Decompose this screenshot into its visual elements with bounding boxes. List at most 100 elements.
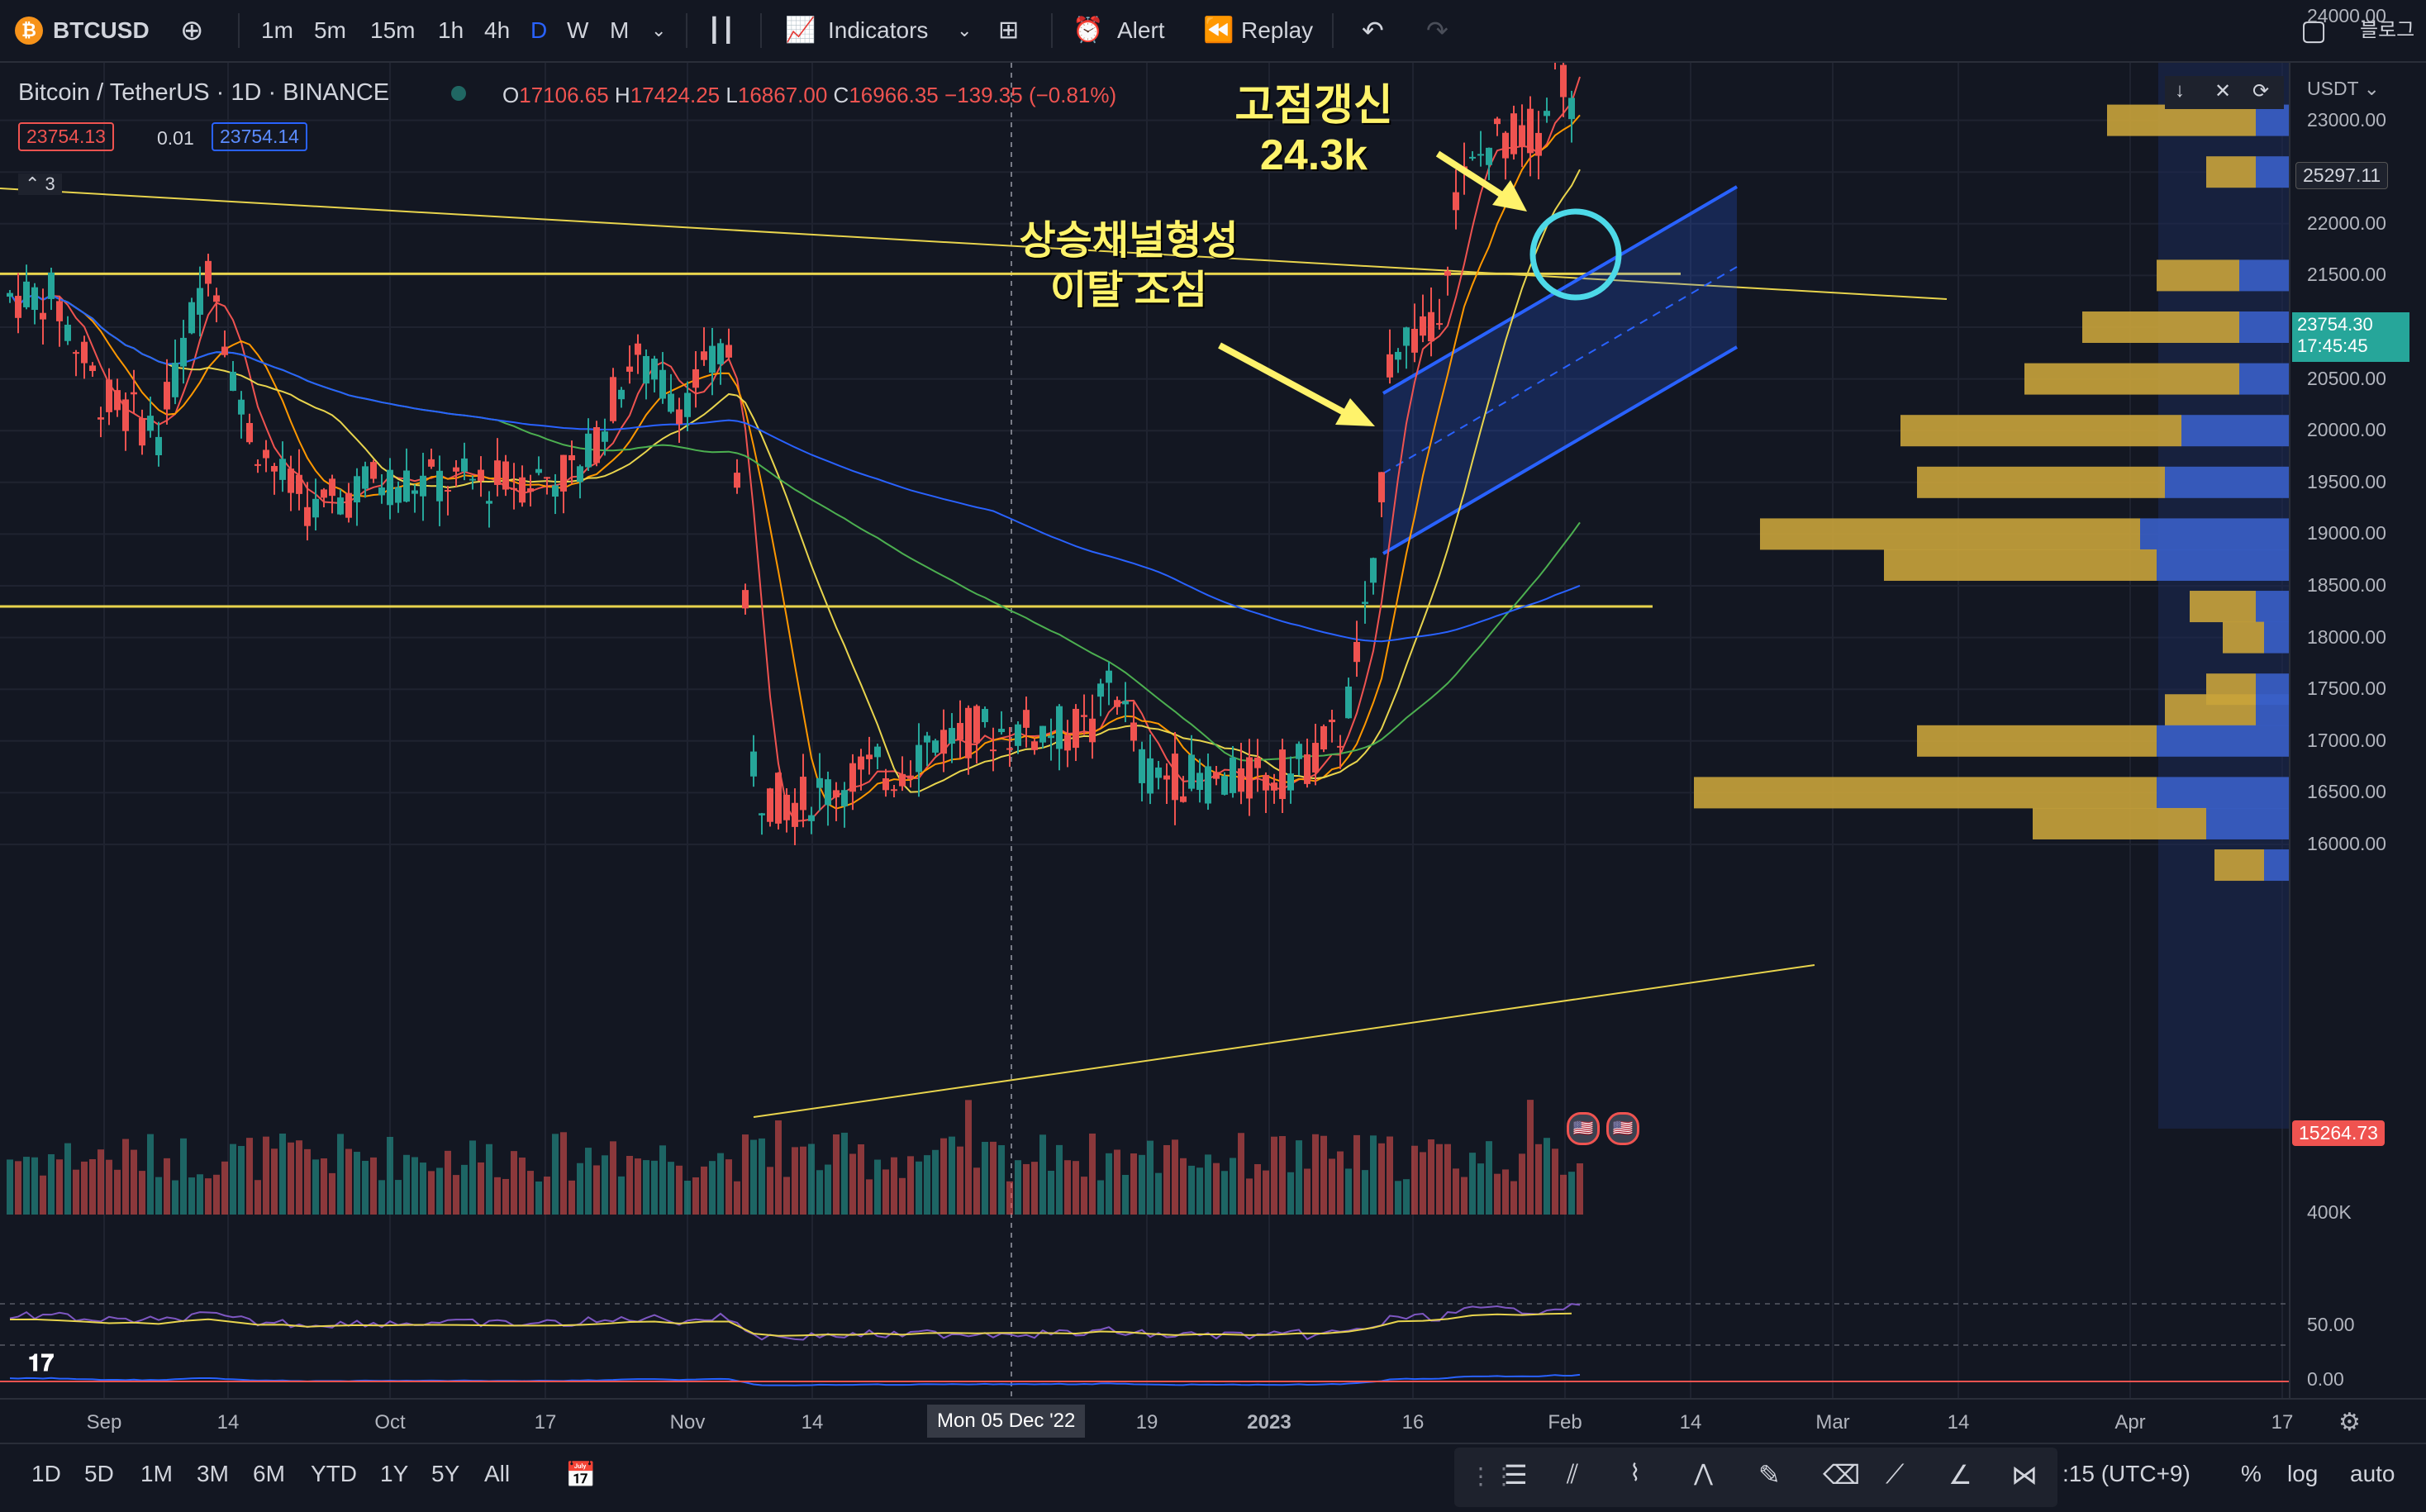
interval-w[interactable]: W (567, 17, 589, 43)
candles-icon[interactable]: ┃┃ (707, 17, 735, 43)
divider (238, 13, 240, 48)
undo-icon[interactable]: ↶ (1362, 16, 1384, 45)
add-symbol-icon[interactable]: ⊕ (180, 15, 204, 46)
chevron-down-icon[interactable]: ⌄ (651, 20, 667, 40)
range-5d[interactable]: 5D (84, 1461, 114, 1486)
close-icon[interactable]: ✕ (2214, 80, 2232, 102)
volume-bar (882, 1169, 889, 1215)
currency-selector[interactable]: USDT ⌄ (2307, 78, 2380, 99)
fullscreen-icon[interactable]: ▢ (2300, 15, 2328, 46)
range-6m[interactable]: 6M (253, 1461, 285, 1486)
blog-link[interactable]: 블로그 (2360, 19, 2415, 41)
market-status-icon (451, 86, 466, 101)
sell-price-button[interactable]: 23754.13 (18, 122, 114, 151)
range-1y[interactable]: 1Y (380, 1461, 409, 1486)
interval-15m[interactable]: 15m (370, 17, 416, 43)
timezone-label[interactable]: :15 (UTC+9) (2062, 1461, 2191, 1486)
auto-toggle[interactable]: auto (2350, 1461, 2395, 1486)
settings-icon[interactable]: ⟳ (2252, 80, 2270, 102)
date-axis[interactable]: Sep 14 Oct 17 Nov 14 19 2023 16 Feb 14 Mar 14 Apr 17 M… (0, 1398, 2426, 1444)
layout-grid-icon[interactable]: ⊞ (998, 17, 1020, 44)
elliott-wave-icon[interactable]: ⌇ (1629, 1460, 1641, 1486)
alarm-clock-icon[interactable]: ⏰ (1073, 17, 1104, 44)
percent-toggle[interactable]: % (2241, 1461, 2262, 1486)
line-tool-icon[interactable]: ⟋ (1886, 1459, 1905, 1489)
indicators-icon[interactable]: 📈 (785, 17, 816, 44)
volume-bar (197, 1174, 203, 1215)
eraser-icon[interactable]: ⌫ (1823, 1460, 1861, 1490)
log-toggle[interactable]: log (2287, 1461, 2319, 1486)
candle-body (1395, 351, 1401, 360)
volume-bar (411, 1157, 418, 1215)
indicator-collapse-toggle[interactable]: ⌃ 3 (18, 174, 62, 195)
volume-bar (114, 1169, 121, 1215)
price-tag-high: 25297.11 (2295, 162, 2389, 189)
us-flag-event-icon[interactable]: 🇺🇸 (1606, 1112, 1639, 1145)
interval-d[interactable]: D (530, 17, 548, 43)
interval-5m[interactable]: 5m (314, 17, 346, 43)
candle-body (676, 409, 683, 425)
abc-pattern-icon[interactable]: ⋀ (1694, 1460, 1713, 1486)
interval-4h[interactable]: 4h (484, 17, 511, 43)
price-label: 18500.00 (2307, 574, 2386, 596)
volume-bar (841, 1132, 848, 1215)
date-range-icon[interactable]: 📅 (565, 1462, 597, 1489)
candle-body (982, 709, 988, 723)
volume-bar (238, 1145, 245, 1215)
volume-bar (783, 1177, 790, 1215)
brush-icon[interactable]: ✎ (1758, 1460, 1781, 1490)
price-label: 16500.00 (2307, 781, 2386, 803)
trend-lines-icon[interactable]: ⫽ (1567, 1459, 1579, 1489)
chart-pane[interactable]: Bitcoin / TetherUS · 1D · BINANCE O17106… (0, 63, 2289, 1398)
angle-tool-icon[interactable]: ∠ (1948, 1460, 1972, 1490)
volume-bar (544, 1177, 550, 1215)
range-1d[interactable]: 1D (31, 1461, 61, 1486)
volume-bar (1552, 1148, 1558, 1215)
alert-button[interactable]: Alert (1117, 17, 1165, 43)
range-5y[interactable]: 5Y (431, 1461, 460, 1486)
indicators-button[interactable]: Indicators (828, 17, 929, 43)
candle-body (1056, 706, 1063, 749)
range-all[interactable]: All (484, 1461, 511, 1486)
volume-bar (1271, 1136, 1277, 1215)
rewind-icon[interactable]: ⏪ (1203, 17, 1234, 44)
volume-profile-bar (2157, 259, 2239, 292)
range-3m[interactable]: 3M (197, 1461, 229, 1486)
horizontal-lines-icon[interactable]: ☰ (1504, 1460, 1528, 1490)
symbol-search[interactable]: BTCUSD (53, 17, 150, 43)
arrow-down-icon[interactable]: ↓ (2175, 79, 2185, 102)
candle-body (31, 287, 38, 311)
us-flag-event-icon[interactable]: 🇺🇸 (1567, 1112, 1600, 1145)
candle-body (73, 352, 79, 354)
rsi-line (9, 1303, 1581, 1341)
range-ytd[interactable]: YTD (311, 1461, 357, 1486)
candle-body (1006, 748, 1013, 750)
interval-1h[interactable]: 1h (438, 17, 464, 43)
candle-body (221, 346, 228, 355)
replay-button[interactable]: Replay (1241, 17, 1314, 43)
volume-bar (1345, 1168, 1352, 1215)
candle-body (783, 794, 790, 820)
candle-body (924, 735, 930, 743)
volume-bar (15, 1161, 21, 1215)
volume-bar (932, 1149, 939, 1215)
volume-bar (64, 1143, 71, 1215)
buy-price-button[interactable]: 23754.14 (212, 122, 307, 151)
pattern-tool-icon[interactable]: ⋈ (2011, 1460, 2038, 1490)
price-axis[interactable]: USDT ⌄ 26000.0025500.0025000.0024500.002… (2289, 5, 2426, 1398)
interval-m[interactable]: M (610, 17, 630, 43)
chevron-down-icon[interactable]: ⌄ (957, 20, 973, 40)
drag-handle-icon[interactable]: ⋮⋮ (1469, 1463, 1515, 1489)
range-1m[interactable]: 1M (140, 1461, 173, 1486)
redo-icon[interactable]: ↷ (1426, 16, 1448, 45)
volume-bar (635, 1158, 641, 1215)
volume-bar (502, 1178, 509, 1215)
volume-bar (1403, 1179, 1410, 1215)
volume-bar (1172, 1139, 1178, 1215)
interval-1m[interactable]: 1m (261, 17, 293, 43)
chart-title[interactable]: Bitcoin / TetherUS · 1D · BINANCE (18, 79, 390, 106)
high-label: H (614, 83, 630, 107)
settings-gear-icon[interactable]: ⚙ (2338, 1409, 2361, 1436)
candle-body (321, 489, 327, 498)
volume-bar (709, 1161, 716, 1215)
